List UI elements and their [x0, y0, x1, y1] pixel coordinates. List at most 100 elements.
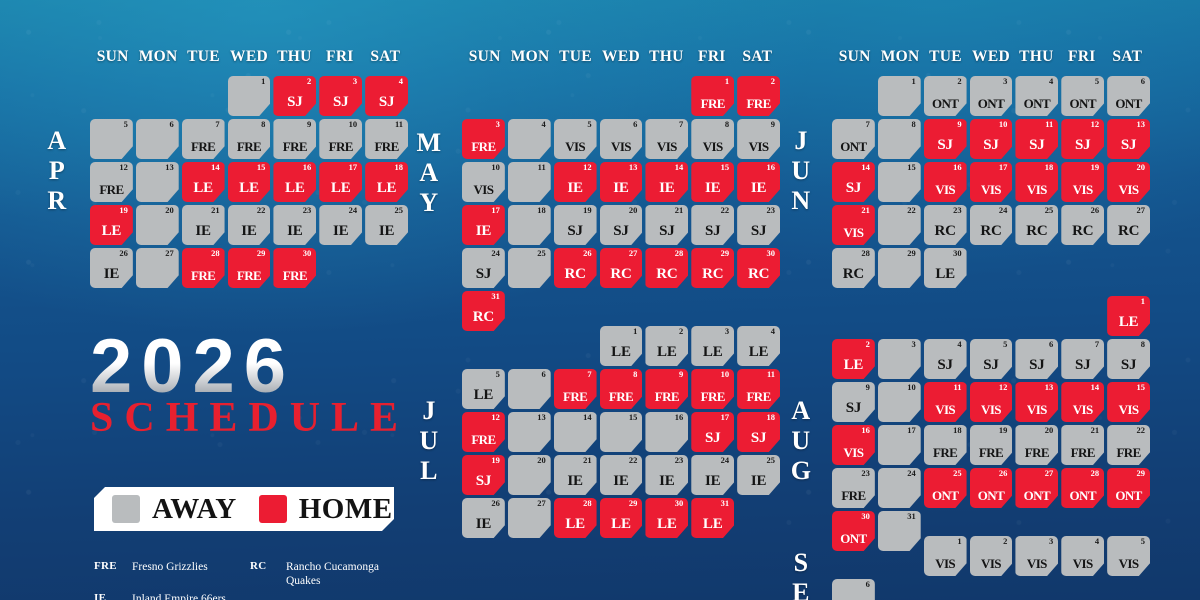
- calendar-cell[interactable]: 5: [90, 119, 133, 159]
- calendar-cell[interactable]: 5 VIS: [1107, 536, 1150, 576]
- calendar-cell[interactable]: 12 FRE: [90, 162, 133, 202]
- calendar-cell[interactable]: 31: [877, 511, 921, 551]
- calendar-cell[interactable]: 19 VIS: [1061, 162, 1105, 202]
- calendar-cell[interactable]: 7 ONT: [832, 119, 875, 159]
- calendar-cell[interactable]: 17 IE: [462, 205, 505, 245]
- calendar-cell[interactable]: 1 LE: [599, 326, 643, 366]
- calendar-cell[interactable]: 3 ONT: [969, 76, 1013, 116]
- calendar-cell[interactable]: 27: [507, 498, 551, 538]
- calendar-cell[interactable]: 5 SJ: [969, 339, 1013, 379]
- calendar-cell[interactable]: 10 FRE: [319, 119, 363, 159]
- calendar-cell[interactable]: 7 VIS: [645, 119, 689, 159]
- calendar-cell[interactable]: 29: [877, 248, 921, 288]
- calendar-cell[interactable]: 2 VIS: [969, 536, 1013, 576]
- calendar-cell[interactable]: 10 VIS: [462, 162, 505, 202]
- calendar-cell[interactable]: 18 LE: [365, 162, 408, 202]
- calendar-cell[interactable]: 25: [507, 248, 551, 288]
- calendar-cell[interactable]: 15 LE: [227, 162, 271, 202]
- calendar-cell[interactable]: 4 LE: [737, 326, 780, 366]
- calendar-cell[interactable]: 10 SJ: [969, 119, 1013, 159]
- calendar-cell[interactable]: 13 VIS: [1015, 382, 1059, 422]
- calendar-cell[interactable]: 28 ONT: [1061, 468, 1105, 508]
- calendar-cell[interactable]: 22 SJ: [691, 205, 735, 245]
- calendar-cell[interactable]: 2 LE: [832, 339, 875, 379]
- calendar-cell[interactable]: 21 IE: [181, 205, 225, 245]
- calendar-cell[interactable]: 6 SJ: [1015, 339, 1059, 379]
- calendar-cell[interactable]: 1 FRE: [691, 76, 735, 116]
- calendar-cell[interactable]: 14 SJ: [832, 162, 875, 202]
- calendar-cell[interactable]: 3 VIS: [1015, 536, 1059, 576]
- calendar-cell[interactable]: 19 FRE: [969, 425, 1013, 465]
- calendar-cell[interactable]: 20: [135, 205, 179, 245]
- calendar-cell[interactable]: 14 VIS: [1061, 382, 1105, 422]
- calendar-cell[interactable]: 4: [507, 119, 551, 159]
- calendar-cell[interactable]: 10 FRE: [691, 369, 735, 409]
- calendar-cell[interactable]: 6: [507, 369, 551, 409]
- calendar-cell[interactable]: 13 IE: [599, 162, 643, 202]
- calendar-cell[interactable]: 9 VIS: [737, 119, 780, 159]
- calendar-cell[interactable]: 6: [135, 119, 179, 159]
- calendar-cell[interactable]: 2 LE: [645, 326, 689, 366]
- calendar-cell[interactable]: 7 FRE: [181, 119, 225, 159]
- calendar-cell[interactable]: 18 SJ: [737, 412, 780, 452]
- calendar-cell[interactable]: 6 ONT: [1107, 76, 1150, 116]
- calendar-cell[interactable]: 30 RC: [737, 248, 780, 288]
- calendar-cell[interactable]: 28 RC: [832, 248, 875, 288]
- calendar-cell[interactable]: 9 SJ: [832, 382, 875, 422]
- calendar-cell[interactable]: 12 SJ: [1061, 119, 1105, 159]
- calendar-cell[interactable]: 29 FRE: [227, 248, 271, 288]
- calendar-cell[interactable]: 5 VIS: [553, 119, 597, 159]
- calendar-cell[interactable]: 19 SJ: [462, 455, 505, 495]
- calendar-cell[interactable]: 11 VIS: [923, 382, 967, 422]
- calendar-cell[interactable]: 26 IE: [90, 248, 133, 288]
- calendar-cell[interactable]: 16 VIS: [923, 162, 967, 202]
- calendar-cell[interactable]: 9 SJ: [923, 119, 967, 159]
- calendar-cell[interactable]: 1: [227, 76, 271, 116]
- calendar-cell[interactable]: 30 LE: [645, 498, 689, 538]
- calendar-cell[interactable]: 24 SJ: [462, 248, 505, 288]
- calendar-cell[interactable]: 7 FRE: [553, 369, 597, 409]
- calendar-cell[interactable]: 19 LE: [90, 205, 133, 245]
- calendar-cell[interactable]: 1: [877, 76, 921, 116]
- calendar-cell[interactable]: 25 ONT: [923, 468, 967, 508]
- calendar-cell[interactable]: 23 IE: [645, 455, 689, 495]
- calendar-cell[interactable]: 28 FRE: [181, 248, 225, 288]
- calendar-cell[interactable]: 26 RC: [553, 248, 597, 288]
- calendar-cell[interactable]: 17: [877, 425, 921, 465]
- calendar-cell[interactable]: 20: [507, 455, 551, 495]
- calendar-cell[interactable]: 20 FRE: [1015, 425, 1059, 465]
- calendar-cell[interactable]: 9 FRE: [273, 119, 317, 159]
- calendar-cell[interactable]: 18 VIS: [1015, 162, 1059, 202]
- calendar-cell[interactable]: 4 SJ: [365, 76, 408, 116]
- calendar-cell[interactable]: 26 RC: [1061, 205, 1105, 245]
- calendar-cell[interactable]: 16 LE: [273, 162, 317, 202]
- calendar-cell[interactable]: 31 RC: [462, 291, 505, 331]
- calendar-cell[interactable]: 9 FRE: [645, 369, 689, 409]
- calendar-cell[interactable]: 27 RC: [1107, 205, 1150, 245]
- calendar-cell[interactable]: 1 LE: [1107, 296, 1150, 336]
- calendar-cell[interactable]: 5 ONT: [1061, 76, 1105, 116]
- calendar-cell[interactable]: 5 LE: [462, 369, 505, 409]
- calendar-cell[interactable]: 18: [507, 205, 551, 245]
- calendar-cell[interactable]: 30 ONT: [832, 511, 875, 551]
- calendar-cell[interactable]: 25 RC: [1015, 205, 1059, 245]
- calendar-cell[interactable]: 16 IE: [737, 162, 780, 202]
- calendar-cell[interactable]: 17 VIS: [969, 162, 1013, 202]
- calendar-cell[interactable]: 24: [877, 468, 921, 508]
- calendar-cell[interactable]: 8 FRE: [599, 369, 643, 409]
- calendar-cell[interactable]: 4 ONT: [1015, 76, 1059, 116]
- calendar-cell[interactable]: 21 FRE: [1061, 425, 1105, 465]
- calendar-cell[interactable]: 23 SJ: [737, 205, 780, 245]
- calendar-cell[interactable]: 22 FRE: [1107, 425, 1150, 465]
- calendar-cell[interactable]: 16 VIS: [832, 425, 875, 465]
- calendar-cell[interactable]: 26 IE: [462, 498, 505, 538]
- calendar-cell[interactable]: 15: [877, 162, 921, 202]
- calendar-cell[interactable]: 8 FRE: [227, 119, 271, 159]
- calendar-cell[interactable]: 28 LE: [553, 498, 597, 538]
- calendar-cell[interactable]: 24 IE: [691, 455, 735, 495]
- calendar-cell[interactable]: 29 ONT: [1107, 468, 1150, 508]
- calendar-cell[interactable]: 23 FRE: [832, 468, 875, 508]
- calendar-cell[interactable]: 14 IE: [645, 162, 689, 202]
- calendar-cell[interactable]: 11 SJ: [1015, 119, 1059, 159]
- calendar-cell[interactable]: 23 IE: [273, 205, 317, 245]
